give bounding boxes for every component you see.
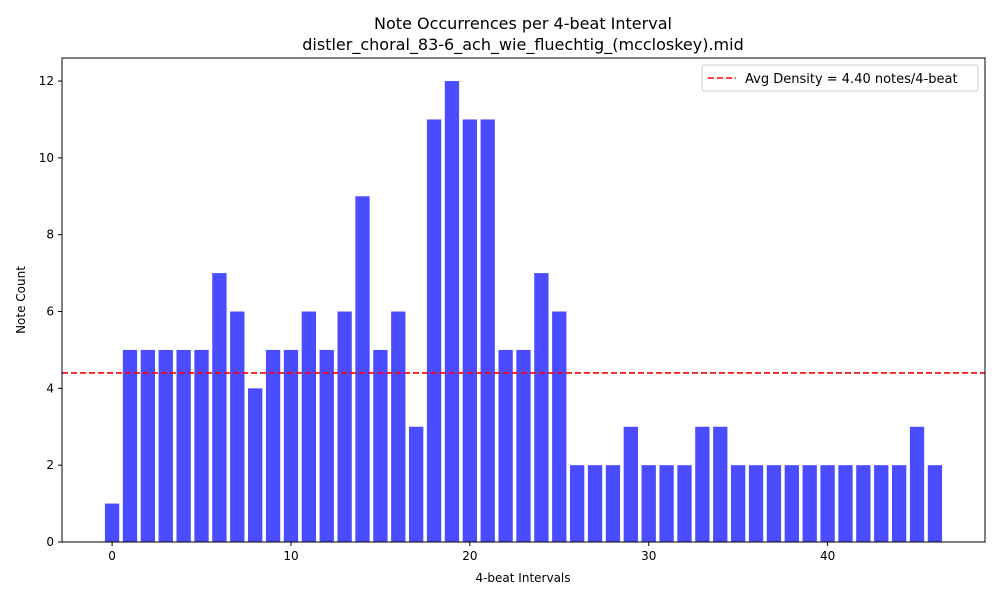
bar-24 <box>534 273 549 542</box>
bar-25 <box>552 311 567 542</box>
bar-31 <box>659 465 674 542</box>
bar-20 <box>462 119 477 542</box>
y-tick-label: 6 <box>46 305 54 319</box>
bar-37 <box>766 465 782 542</box>
bar-18 <box>426 119 442 542</box>
bar-15 <box>373 349 388 542</box>
legend-label: Avg Density = 4.40 notes/4-beat <box>745 72 958 87</box>
bar-39 <box>802 465 817 542</box>
bar-12 <box>319 349 334 542</box>
bar-21 <box>480 119 495 542</box>
bar-6 <box>212 273 227 542</box>
bar-9 <box>265 349 281 542</box>
bar-4 <box>176 349 191 542</box>
bars-group <box>104 81 943 543</box>
plot-frame <box>61 57 986 543</box>
bar-40 <box>820 465 835 542</box>
bar-34 <box>713 426 728 542</box>
bar-2 <box>140 349 156 542</box>
y-tick-label: 12 <box>39 74 54 88</box>
x-tick-label: 30 <box>641 549 656 563</box>
bar-8 <box>248 388 263 542</box>
bar-11 <box>301 311 317 542</box>
bar-33 <box>695 426 710 542</box>
y-tick-label: 10 <box>39 151 54 165</box>
bar-1 <box>122 349 138 542</box>
bar-16 <box>391 311 406 542</box>
y-tick-label: 8 <box>46 228 54 242</box>
bar-30 <box>641 465 656 542</box>
bar-43 <box>874 465 889 542</box>
bar-38 <box>784 465 799 542</box>
bar-41 <box>838 465 853 542</box>
bar-3 <box>158 349 173 542</box>
y-tick-label: 2 <box>46 458 54 472</box>
bar-29 <box>623 426 638 542</box>
bar-42 <box>856 465 871 542</box>
bar-44 <box>891 465 907 542</box>
bar-10 <box>283 349 299 542</box>
bar-28 <box>605 465 621 542</box>
bar-45 <box>909 426 925 542</box>
x-tick-label: 20 <box>462 549 477 563</box>
legend: Avg Density = 4.40 notes/4-beat <box>701 64 979 92</box>
bar-13 <box>337 311 352 542</box>
bar-19 <box>444 81 460 543</box>
bar-5 <box>194 349 209 542</box>
x-tick-label: 40 <box>820 549 835 563</box>
bar-17 <box>409 426 424 542</box>
bar-27 <box>587 465 603 542</box>
x-axis-label: 4-beat Intervals <box>475 571 570 585</box>
bar-22 <box>498 349 513 542</box>
y-tick-label: 4 <box>46 381 54 395</box>
bar-35 <box>730 465 746 542</box>
x-tick-label: 0 <box>108 549 116 563</box>
y-axis-label: Note Count <box>14 266 28 334</box>
y-axis-ticks: 0 2 4 6 8 10 12 <box>39 74 62 549</box>
x-tick-label: 10 <box>283 549 298 563</box>
legend-box <box>701 64 979 92</box>
chart-title: Note Occurrences per 4-beat Interval <box>374 14 672 33</box>
bar-0 <box>104 503 120 542</box>
bar-23 <box>516 349 531 542</box>
bar-7 <box>230 311 245 542</box>
bar-14 <box>355 196 370 543</box>
bar-46 <box>927 465 943 542</box>
y-tick-label: 0 <box>46 535 54 549</box>
chart-subtitle: distler_choral_83-6_ach_wie_fluechtig_(m… <box>302 35 743 55</box>
bar-36 <box>748 465 764 542</box>
x-axis-ticks: 0 10 20 30 40 <box>108 542 835 563</box>
bar-32 <box>677 465 692 542</box>
bar-26 <box>570 465 585 542</box>
